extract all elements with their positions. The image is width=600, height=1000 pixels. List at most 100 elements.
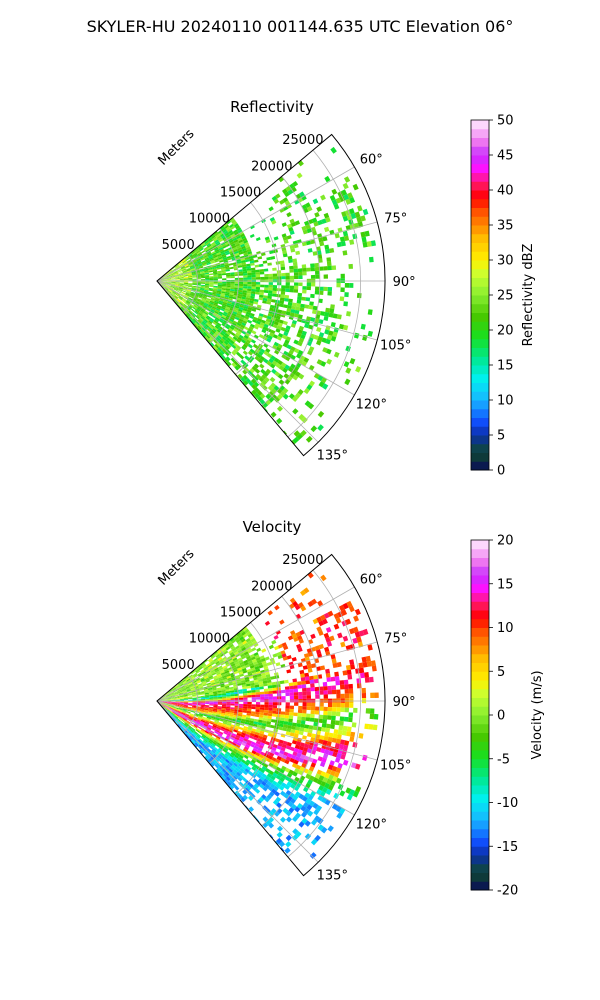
field-cell	[187, 707, 192, 710]
field-cell	[255, 694, 261, 698]
field-cell	[179, 277, 184, 279]
field-cell	[198, 715, 203, 718]
field-cell	[169, 690, 173, 694]
field-cell	[247, 270, 252, 274]
field-cell	[186, 290, 191, 293]
field-cell	[182, 709, 187, 712]
field-cell	[188, 697, 193, 699]
field-cell	[196, 250, 201, 254]
field-cell	[200, 692, 205, 694]
field-cell	[174, 272, 179, 275]
field-cell	[212, 688, 217, 691]
field-cell	[180, 265, 185, 269]
field-cell	[226, 698, 231, 700]
field-cell	[169, 708, 173, 712]
field-cell	[233, 360, 239, 366]
field-cell	[188, 697, 193, 699]
colorbar-segment	[471, 452, 489, 462]
field-cell	[230, 751, 236, 757]
field-cell	[209, 318, 214, 323]
field-cell	[181, 266, 186, 270]
field-cell	[180, 727, 184, 732]
colorbar-segment	[471, 863, 489, 873]
field-cell	[331, 711, 337, 716]
azimuth-spoke	[156, 700, 355, 816]
field-cell	[184, 295, 189, 298]
field-cell	[212, 304, 217, 308]
field-cell	[267, 685, 273, 689]
field-cell	[289, 312, 295, 317]
field-cell	[177, 290, 182, 294]
field-cell	[221, 288, 226, 291]
field-cell	[329, 308, 335, 314]
field-cell	[200, 276, 206, 279]
field-cell	[370, 660, 376, 667]
field-cell	[220, 250, 225, 254]
field-cell	[226, 274, 231, 277]
field-cell	[280, 746, 286, 752]
field-cell	[208, 690, 213, 693]
field-cell	[180, 301, 184, 305]
field-cell	[196, 251, 201, 255]
field-cell	[182, 680, 187, 684]
field-cell	[174, 274, 179, 276]
field-cell	[214, 669, 220, 673]
field-cell	[291, 302, 297, 307]
field-cell	[229, 688, 235, 691]
field-cell	[171, 702, 176, 704]
field-cell	[220, 712, 226, 716]
field-cell	[346, 793, 353, 801]
field-cell	[258, 350, 264, 356]
field-cell	[200, 695, 205, 698]
field-cell	[220, 686, 226, 689]
field-cell	[312, 198, 319, 205]
field-cell	[162, 281, 167, 283]
field-cell	[186, 689, 191, 692]
field-cell	[190, 291, 195, 294]
field-cell	[243, 642, 249, 647]
field-cell	[212, 244, 217, 249]
field-cell	[215, 653, 221, 658]
field-cell	[166, 702, 172, 704]
field-cell	[238, 754, 244, 759]
field-cell	[195, 741, 200, 746]
field-cell	[200, 699, 206, 701]
field-cell	[185, 257, 190, 261]
field-cell	[228, 341, 234, 347]
field-cell	[209, 285, 214, 288]
field-cell	[199, 256, 205, 260]
field-cell	[179, 695, 184, 697]
field-cell	[302, 267, 307, 272]
field-cell	[185, 677, 190, 681]
field-cell	[172, 717, 176, 721]
field-cell	[184, 701, 189, 703]
field-cell	[188, 682, 193, 686]
field-cell	[191, 670, 196, 675]
field-cell	[167, 290, 172, 294]
field-cell	[175, 275, 180, 278]
field-cell	[254, 682, 259, 686]
field-cell	[185, 713, 190, 717]
field-cell	[229, 753, 235, 758]
field-cell	[306, 240, 311, 246]
field-cell	[256, 318, 262, 323]
field-cell	[175, 699, 180, 701]
field-cell	[184, 294, 189, 298]
field-cell	[190, 293, 195, 296]
field-cell	[328, 732, 334, 738]
field-cell	[208, 732, 213, 737]
field-cell	[179, 283, 184, 285]
field-cell	[175, 685, 180, 689]
field-cell	[289, 664, 295, 670]
field-cell	[231, 313, 237, 317]
field-cell	[191, 287, 197, 290]
field-cell	[269, 304, 275, 309]
field-cell	[229, 326, 235, 331]
field-cell	[224, 332, 230, 338]
field-cell	[345, 664, 351, 671]
figure-title: SKYLER-HU 20240110 001144.635 UTC Elevat…	[87, 17, 514, 36]
field-cell	[291, 803, 297, 810]
field-cell	[295, 631, 301, 637]
field-cell	[217, 245, 223, 250]
field-cell	[206, 236, 212, 241]
